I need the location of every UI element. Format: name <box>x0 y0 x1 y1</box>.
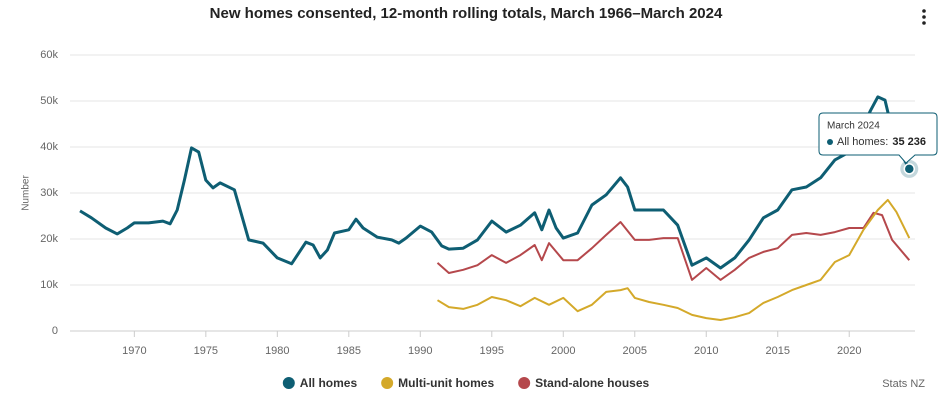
legend-label: All homes <box>300 376 358 390</box>
y-tick-label: 30k <box>40 187 58 199</box>
x-tick-label: 1990 <box>408 345 432 357</box>
y-tick-label: 10k <box>40 279 58 291</box>
tooltip-marker <box>827 139 833 145</box>
menu-dot <box>922 21 926 25</box>
legend-marker <box>282 377 295 389</box>
x-tick-label: 1970 <box>122 345 146 357</box>
series-line <box>436 198 911 321</box>
x-tick-label: 2010 <box>694 345 718 357</box>
y-tick-label: 0 <box>52 325 58 337</box>
menu-button[interactable] <box>922 9 926 25</box>
legend-item[interactable]: Multi-unit homes <box>381 376 494 390</box>
series-line <box>436 211 911 281</box>
legend-item[interactable]: All homes <box>282 376 358 390</box>
x-tick-label: 2015 <box>765 345 789 357</box>
y-tick-label: 20k <box>40 233 58 245</box>
x-tick-label: 2005 <box>623 345 647 357</box>
x-tick-label: 1975 <box>194 345 218 357</box>
x-tick-label: 2020 <box>837 345 861 357</box>
x-tick-label: 1995 <box>480 345 504 357</box>
x-tick-label: 1985 <box>337 345 361 357</box>
tooltip-box <box>818 112 938 164</box>
y-tick-label: 60k <box>40 49 58 61</box>
credits: Stats NZ <box>882 378 925 390</box>
tooltip: March 2024 All homes: 35 236 <box>818 112 938 164</box>
hover-point <box>903 163 916 175</box>
y-axis-label: Number <box>21 175 32 211</box>
tooltip-title: March 2024 <box>827 121 880 132</box>
series-line <box>79 95 911 270</box>
chart-title: New homes consented, 12-month rolling to… <box>210 5 723 22</box>
legend: All homes Multi-unit homes Stand-alone hou… <box>282 376 650 390</box>
tooltip-value: 35 236 <box>892 136 926 148</box>
legend-label: Stand-alone houses <box>535 376 649 390</box>
y-tick-label: 40k <box>40 141 58 153</box>
x-tick-label: 2000 <box>551 345 575 357</box>
x-tick-label: 1980 <box>265 345 289 357</box>
menu-dot <box>922 9 926 13</box>
menu-dot <box>922 15 926 19</box>
legend-item[interactable]: Stand-alone houses <box>518 376 650 390</box>
tooltip-label: All homes: <box>837 136 888 148</box>
legend-label: Multi-unit homes <box>398 376 494 390</box>
y-tick-label: 50k <box>40 95 58 107</box>
legend-marker <box>381 377 394 389</box>
legend-marker <box>518 377 531 389</box>
